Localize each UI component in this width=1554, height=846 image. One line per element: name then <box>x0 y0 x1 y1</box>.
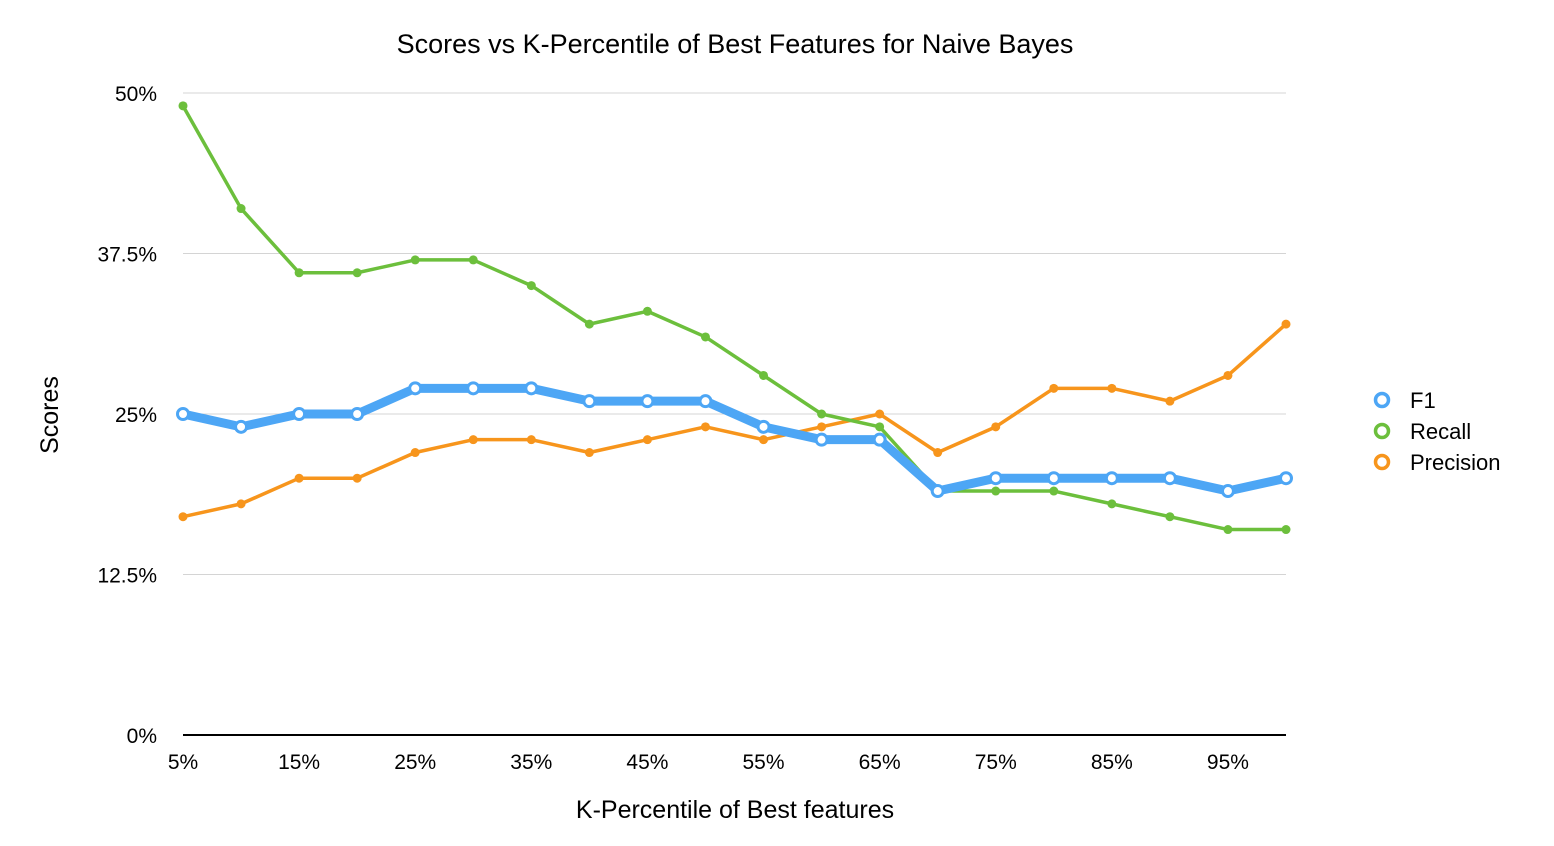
data-point <box>1220 484 1235 499</box>
y-tick-label: 0% <box>127 725 157 748</box>
data-point <box>236 499 246 509</box>
series-precision <box>178 319 1291 522</box>
series-recall <box>178 101 1291 535</box>
data-point <box>700 422 710 432</box>
data-point <box>1281 525 1291 535</box>
data-point <box>991 422 1001 432</box>
data-point <box>468 435 478 445</box>
data-point <box>642 435 652 445</box>
data-point <box>1104 471 1119 486</box>
data-point <box>352 268 362 278</box>
y-tick-label: 50% <box>115 83 157 106</box>
data-point <box>292 407 307 421</box>
data-point <box>1165 396 1175 406</box>
legend-item: F1 <box>1373 388 1436 413</box>
data-point <box>817 409 827 419</box>
x-axis-label: K-Percentile of Best features <box>576 796 894 824</box>
legend-label: Precision <box>1410 450 1500 475</box>
data-point <box>584 448 594 458</box>
data-point <box>468 255 478 265</box>
data-point <box>178 101 188 111</box>
x-axis-ticks: 5% 15% 25% 35% 45% 55% 65% 75% 85% 95% <box>168 751 1249 774</box>
data-point <box>1049 486 1059 496</box>
series-group <box>176 101 1293 535</box>
data-point <box>872 432 887 447</box>
x-tick-label: 5% <box>168 751 198 774</box>
data-point <box>1107 383 1117 393</box>
data-point <box>1279 471 1293 486</box>
chart-title: Scores vs K-Percentile of Best Features … <box>397 29 1074 59</box>
data-point <box>410 448 420 458</box>
data-point <box>1049 383 1059 393</box>
data-point <box>526 281 536 291</box>
series-line <box>181 104 1288 532</box>
y-axis-ticks: 0% 12.5% 25% 37.5% 50% <box>97 83 157 748</box>
data-point <box>930 484 945 499</box>
data-point <box>410 255 420 265</box>
data-point <box>1281 319 1291 329</box>
data-point <box>756 419 771 434</box>
data-point <box>352 473 362 483</box>
legend-item: Precision <box>1373 450 1500 475</box>
series-line <box>178 383 1291 496</box>
data-point <box>1046 471 1061 486</box>
x-tick-label: 55% <box>743 751 785 774</box>
legend-marker <box>1373 453 1391 471</box>
data-point <box>698 394 713 409</box>
data-point <box>988 471 1003 486</box>
x-tick-label: 95% <box>1207 751 1249 774</box>
y-tick-label: 25% <box>115 404 157 427</box>
legend-label: Recall <box>1410 419 1471 444</box>
legend: F1 Recall Precision <box>1373 388 1500 475</box>
data-point <box>1223 525 1233 535</box>
data-point <box>526 435 536 445</box>
data-point <box>814 432 829 447</box>
data-point <box>875 409 885 419</box>
y-tick-label: 37.5% <box>97 244 157 267</box>
data-point <box>1107 499 1117 509</box>
data-point <box>524 381 539 396</box>
data-point <box>234 419 249 434</box>
data-point <box>933 448 943 458</box>
data-point <box>350 407 365 421</box>
data-point <box>236 204 246 214</box>
data-point <box>991 486 1001 496</box>
data-point <box>700 332 710 342</box>
data-point <box>176 407 190 421</box>
data-point <box>582 394 597 409</box>
legend-marker <box>1373 422 1391 440</box>
x-tick-label: 85% <box>1091 751 1133 774</box>
data-point <box>408 381 423 396</box>
x-tick-label: 45% <box>626 751 668 774</box>
data-point <box>584 319 594 329</box>
data-point <box>178 512 188 522</box>
data-point <box>1165 512 1175 522</box>
data-point <box>759 435 769 445</box>
x-tick-label: 15% <box>278 751 320 774</box>
x-tick-label: 35% <box>510 751 552 774</box>
legend-label: F1 <box>1410 388 1436 413</box>
data-point <box>759 370 769 380</box>
data-point <box>642 306 652 316</box>
data-point <box>640 394 655 409</box>
data-point <box>875 422 885 432</box>
legend-item: Recall <box>1373 419 1471 444</box>
x-tick-label: 75% <box>975 751 1017 774</box>
data-point <box>294 473 304 483</box>
x-tick-label: 25% <box>394 751 436 774</box>
legend-marker <box>1373 391 1391 409</box>
y-axis-label: Scores <box>36 376 64 454</box>
data-point <box>466 381 481 396</box>
data-point <box>294 268 304 278</box>
grid <box>183 92 1286 575</box>
x-tick-label: 65% <box>859 751 901 774</box>
y-tick-label: 12.5% <box>97 565 157 588</box>
data-point <box>1162 471 1177 486</box>
series-f1 <box>176 381 1293 499</box>
series-line <box>181 322 1288 519</box>
data-point <box>1223 370 1233 380</box>
data-point <box>817 422 827 432</box>
